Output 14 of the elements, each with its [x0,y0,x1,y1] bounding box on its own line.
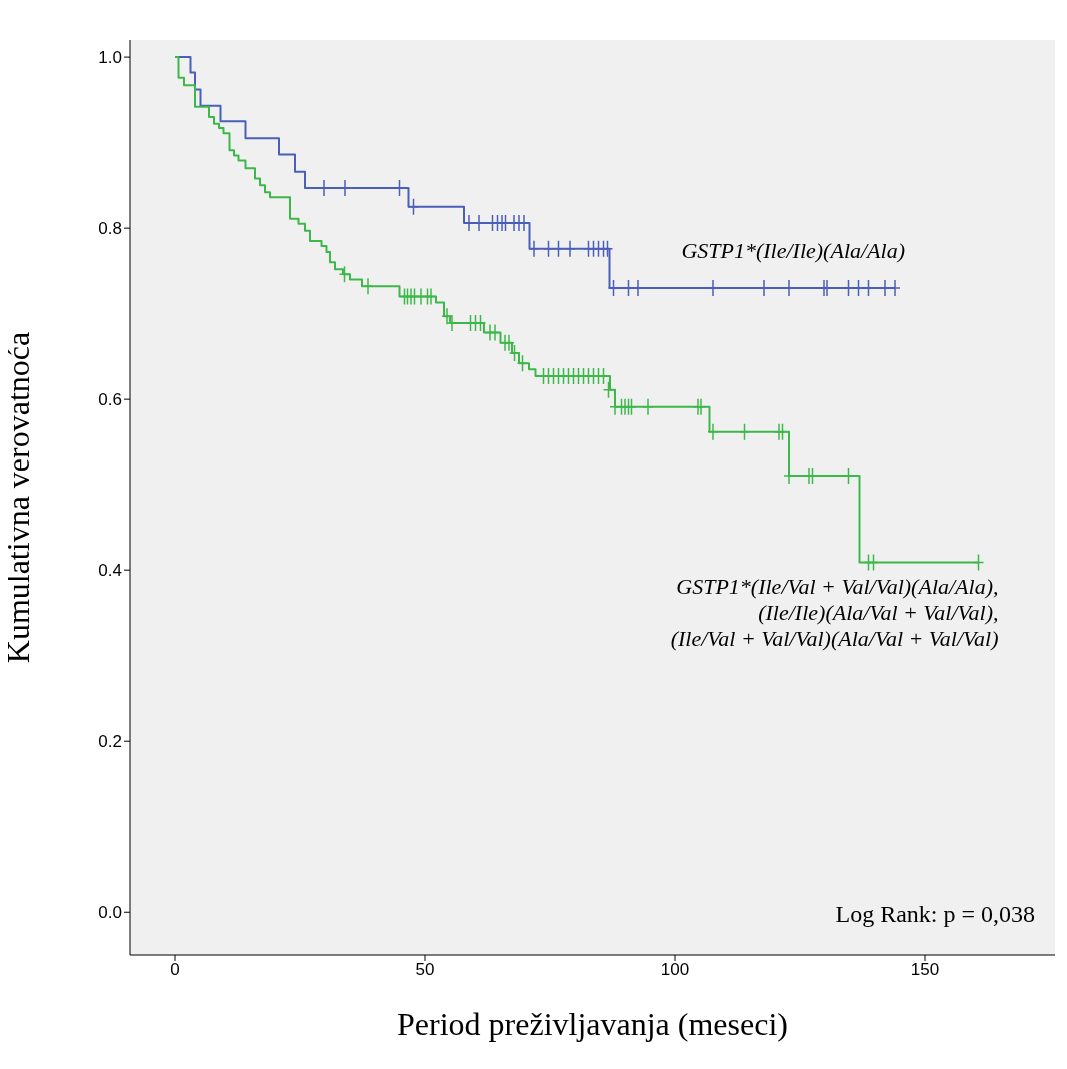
x-tick-label: 150 [910,960,940,980]
x-tick-label: 50 [415,960,435,980]
y-tick-label: 0.0 [98,903,122,923]
series-label: GSTP1*(Ile/Val + Val/Val)(Ala/Ala), (Ile/Ile)(Ala/Val + Val/Val), (Ile/Val + Val/Val)(Ala/Val + Val/Val) [670,574,999,652]
y-tick-label: 1.0 [98,48,122,68]
series-label: GSTP1*(Ile/Ile)(Ala/Ala) [681,237,905,263]
x-axis-title: Period preživljavanja (meseci) [397,1006,788,1042]
x-tick-label: 0 [170,960,180,980]
y-tick-label: 0.2 [98,732,122,752]
annotation: Log Rank: p = 0,038 [835,901,1035,928]
y-tick-label: 0.6 [98,390,122,410]
y-tick-label: 0.4 [98,561,122,581]
x-tick-label: 100 [660,960,690,980]
y-tick-label: 0.8 [98,219,122,239]
